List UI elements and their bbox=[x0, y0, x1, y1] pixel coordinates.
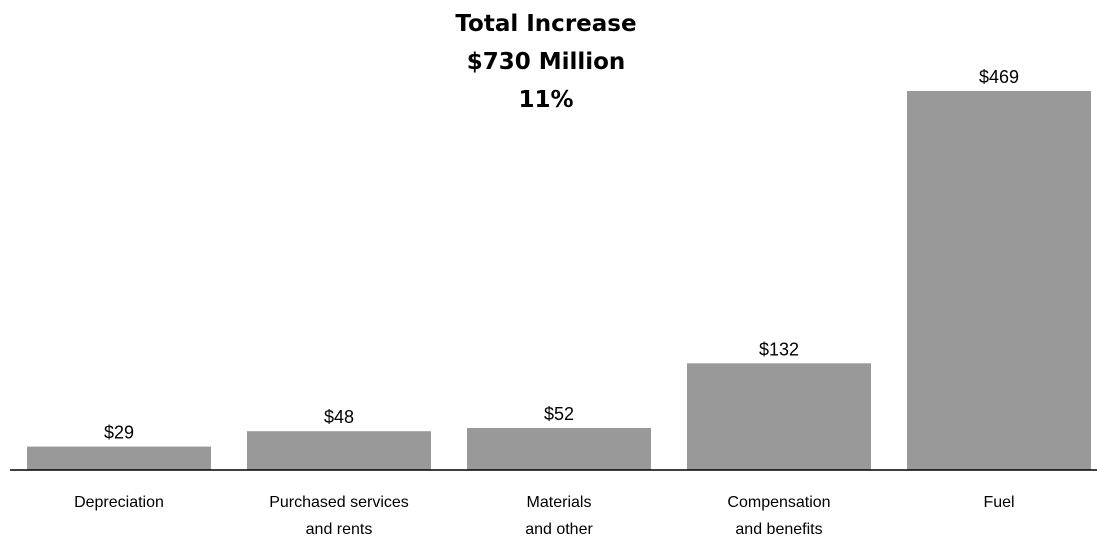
value-label-4: $469 bbox=[979, 67, 1019, 87]
bar-1 bbox=[247, 431, 431, 470]
category-label-1-line-1: and rents bbox=[306, 521, 373, 538]
chart-subtitle-percent: 11% bbox=[518, 87, 573, 113]
bar-4 bbox=[907, 91, 1091, 470]
value-label-2: $52 bbox=[544, 404, 574, 424]
bar-3 bbox=[687, 363, 871, 470]
chart-subtitle-amount: $730 Million bbox=[467, 49, 626, 75]
chart-title: Total Increase $730 Million 11% bbox=[455, 11, 636, 113]
bars bbox=[27, 91, 1091, 470]
category-label-4-line-0: Fuel bbox=[983, 494, 1014, 511]
bar-0 bbox=[27, 446, 211, 470]
category-labels: Depreciation Purchased services and rents M… bbox=[74, 494, 1014, 538]
chart-title-line: Total Increase bbox=[455, 11, 636, 37]
category-label-0-line-0: Depreciation bbox=[74, 494, 164, 511]
category-label-2-line-0: Materials bbox=[527, 494, 592, 511]
value-label-0: $29 bbox=[104, 423, 134, 443]
bar-2 bbox=[467, 427, 651, 470]
category-label-1-line-0: Purchased services bbox=[269, 494, 409, 511]
value-labels: $29 $48 $52 $132 $469 bbox=[104, 67, 1019, 443]
category-label-3-line-1: and benefits bbox=[735, 521, 822, 538]
value-label-1: $48 bbox=[324, 407, 354, 427]
category-label-3-line-0: Compensation bbox=[727, 494, 830, 511]
value-label-3: $132 bbox=[759, 339, 799, 359]
category-label-2-line-1: and other bbox=[525, 521, 593, 538]
